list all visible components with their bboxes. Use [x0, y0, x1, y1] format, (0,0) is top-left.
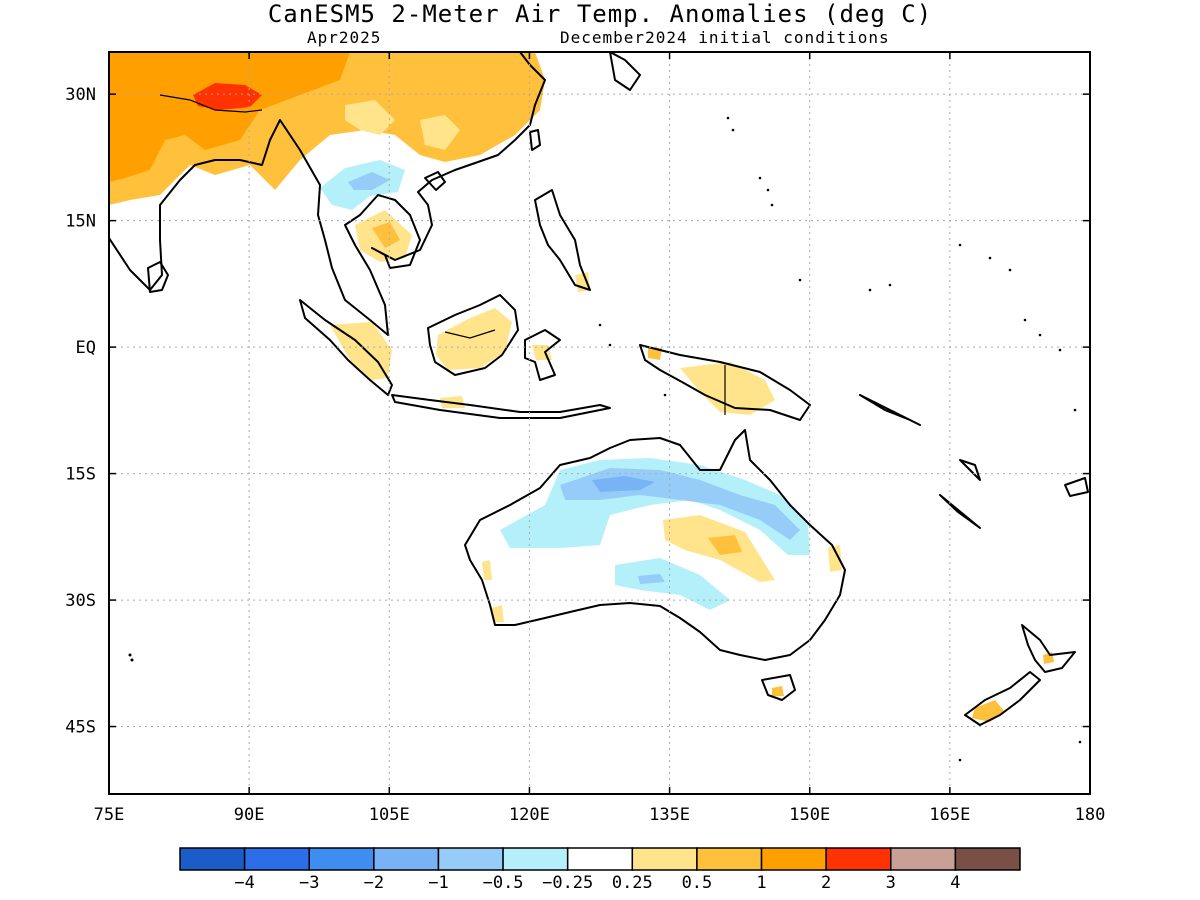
colorbar-label: 0.25 — [612, 873, 653, 893]
lon-tick-label: 120E — [509, 805, 550, 825]
indochina-cold-mid — [348, 172, 390, 190]
newguinea-warm-mid — [648, 348, 662, 360]
australia-warm-weak-sw — [492, 605, 504, 622]
colorbar-label: −4 — [234, 873, 254, 893]
australia-cold-strong — [592, 476, 655, 492]
lon-tick-label: 150E — [789, 805, 830, 825]
colorbar-swatch — [825, 847, 892, 871]
map-area — [109, 52, 1090, 794]
longitude-axis: 75E 90E 105E 120E 135E 150E 165E 180 — [94, 52, 1106, 825]
australia-warm-weak-west — [482, 560, 492, 580]
indochina-warm-mid — [372, 222, 400, 248]
colorbar-swatch — [502, 847, 569, 871]
lat-tick-label: 30N — [65, 85, 96, 105]
colorbar-label: −0.5 — [483, 873, 524, 893]
tibet-extreme-warm — [193, 83, 262, 110]
asia-warm-weak-patch — [345, 100, 395, 135]
lat-tick-label: 45S — [65, 718, 96, 738]
colorbar-swatch — [760, 847, 827, 871]
colorbar: −4 −3 −2 −1 −0.5 −0.25 0.25 0.5 1 2 3 4 — [179, 847, 1021, 893]
coastline-nz-south — [964, 671, 1041, 726]
colorbar-swatch — [179, 847, 246, 871]
colorbar-swatch — [437, 847, 504, 871]
australia-cold-mid-south — [638, 574, 665, 584]
colorbar-swatch — [890, 847, 957, 871]
coastline-java — [391, 394, 611, 419]
colorbar-label: 0.5 — [682, 873, 713, 893]
valid-month-label: Apr2025 — [307, 28, 382, 47]
colorbar-label: −3 — [299, 873, 319, 893]
newguinea-warm-weak — [680, 362, 775, 415]
lat-tick-label: 30S — [65, 591, 96, 611]
australia-warm-weak-east — [828, 545, 842, 572]
coastline-nz-north — [1021, 624, 1076, 673]
border-himalaya — [159, 94, 263, 113]
coastline-vanuatu — [939, 494, 981, 529]
border-borneo — [444, 329, 496, 339]
map-gridlines — [109, 52, 1090, 794]
coastline-japan — [609, 52, 641, 91]
coastline-sumatra — [299, 299, 393, 396]
australia-warm-mid — [708, 535, 742, 555]
colorbar-label: −0.25 — [542, 873, 593, 893]
lat-tick-label: 15N — [65, 212, 96, 232]
lat-tick-label: 15S — [65, 465, 96, 485]
colorbar-swatch — [696, 847, 763, 871]
colorbar-swatch — [308, 847, 375, 871]
coastlines — [109, 52, 1089, 726]
chart-title: CanESM5 2-Meter Air Temp. Anomalies (deg… — [267, 0, 933, 28]
australia-anomalies — [482, 458, 1054, 722]
asia-warm-strong-field — [109, 52, 350, 182]
coastline-sri-lanka — [147, 261, 169, 293]
borneo-warm-weak — [436, 308, 512, 370]
colorbar-swatch — [566, 847, 634, 871]
maritime-anomalies — [330, 272, 775, 415]
coastline-taiwan — [529, 129, 541, 151]
coastline-philippines — [534, 189, 591, 291]
colorbar-label: 3 — [886, 873, 896, 893]
coastline-fiji — [1064, 477, 1089, 497]
sumatra-warm-weak — [330, 322, 392, 380]
colorbar-label: 1 — [756, 873, 766, 893]
coastline-sulawesi — [524, 329, 561, 381]
asia-anomalies — [109, 52, 545, 280]
colorbar-label: 2 — [821, 873, 831, 893]
lon-tick-label: 165E — [929, 805, 970, 825]
country-borders — [159, 94, 726, 415]
colorbar-label: −2 — [364, 873, 384, 893]
initial-conditions-label: December2024 initial conditions — [560, 28, 890, 47]
lat-tick-label: EQ — [76, 338, 96, 358]
coastline-new-guinea — [639, 344, 811, 421]
coastline-solomons — [859, 394, 921, 426]
coastline-asia-mainland — [109, 52, 546, 336]
lon-tick-label: 105E — [369, 805, 410, 825]
colorbar-swatch — [243, 847, 310, 871]
colorbar-label: −1 — [428, 873, 448, 893]
coastline-tasmania — [761, 674, 796, 701]
latitude-axis: 30N 15N EQ 15S 30S 45S — [65, 85, 1090, 738]
lon-tick-label: 75E — [94, 805, 125, 825]
tasmania-warm-mid — [772, 686, 784, 696]
coastline-australia — [464, 429, 846, 661]
colorbar-swatch — [954, 847, 1021, 871]
colorbar-label: 4 — [950, 873, 960, 893]
tropical-asia-white-area — [150, 195, 270, 280]
lon-tick-label: 135E — [649, 805, 690, 825]
asia-warm-weak-patch-2 — [420, 115, 460, 150]
australia-cold-weak-south — [615, 558, 730, 610]
small-islands — [128, 116, 1082, 762]
coastline-borneo — [427, 294, 519, 376]
map-frame — [108, 51, 1091, 795]
coastline-new-caledonia — [959, 459, 981, 481]
coastline-hainan — [424, 171, 446, 191]
colorbar-swatch — [373, 847, 440, 871]
lon-tick-label: 90E — [234, 805, 265, 825]
colorbar-swatch — [631, 847, 698, 871]
lon-tick-label: 180 — [1075, 805, 1106, 825]
